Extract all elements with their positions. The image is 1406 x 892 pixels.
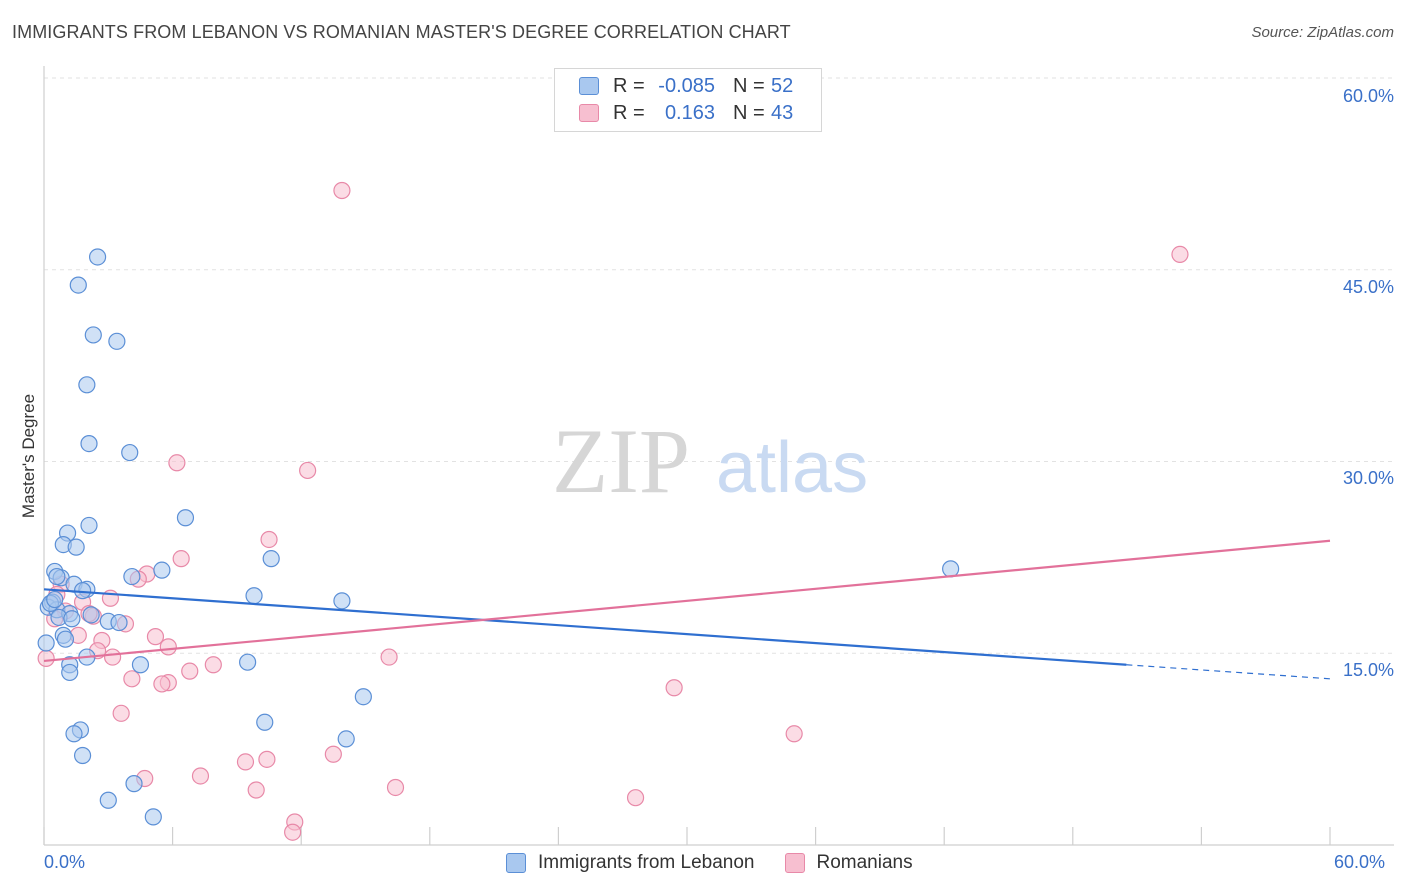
scatter-point: [123, 567, 141, 586]
r-value: 0.163: [664, 101, 715, 124]
scatter-point: [262, 550, 280, 568]
axes: [43, 66, 1394, 846]
watermark-atlas: atlas: [716, 428, 868, 508]
y-tick-label-60: 60.0%: [1342, 86, 1394, 106]
scatter-point: [144, 808, 162, 826]
scatter-point: [48, 567, 66, 586]
scatter-point: [354, 688, 372, 706]
legend-item-lebanon[interactable]: Immigrants from Lebanon: [506, 852, 755, 874]
scatter-point: [108, 332, 126, 350]
scatter-point: [63, 610, 81, 628]
scatter-point: [88, 248, 107, 266]
scatter-point: [46, 590, 64, 609]
r-label: R =: [613, 101, 645, 124]
scatter-point: [284, 823, 302, 841]
scatter-point: [247, 781, 265, 799]
r-value: -0.085: [658, 74, 715, 97]
scatter-point: [386, 778, 405, 797]
scatter-point: [785, 725, 803, 743]
n-value: 43: [771, 101, 794, 124]
scatter-point: [37, 649, 55, 667]
chart-title: IMMIGRANTS FROM LEBANON VS ROMANIAN MAST…: [12, 22, 791, 42]
n-label: N =: [733, 101, 765, 124]
trend-line-lebanon-extension: [1126, 664, 1331, 680]
legend-swatch-pink: [784, 853, 805, 873]
gridlines: [44, 77, 1394, 654]
scatter-point: [80, 435, 98, 453]
y-tick-label-30: 30.0%: [1342, 468, 1394, 488]
scatter-point: [256, 713, 274, 731]
scatter-point: [333, 181, 351, 200]
n-value: 52: [771, 74, 794, 97]
scatter-point: [191, 767, 210, 785]
scatter-point: [80, 516, 98, 535]
y-tick-label-15: 15.0%: [1342, 660, 1394, 680]
scatter-point: [56, 630, 75, 648]
scatter-point: [37, 634, 55, 652]
scatter-point: [84, 326, 102, 344]
scatter-point: [123, 670, 141, 688]
scatter-point: [131, 656, 150, 674]
scatter-point: [333, 592, 351, 610]
scatter-point: [168, 454, 186, 472]
scatter-point: [204, 656, 222, 674]
stats-legend: R = -0.085 N = 52 R = 0.163 N = 43: [554, 68, 822, 132]
scatter-point: [159, 638, 177, 656]
scatter-point: [236, 753, 255, 771]
scatter-point: [65, 725, 83, 743]
scatter-point: [69, 276, 87, 294]
scatter-point: [260, 530, 278, 549]
scatter-point: [103, 648, 122, 666]
scatter-point: [172, 550, 190, 568]
legend-swatch-blue: [579, 77, 599, 95]
series-lebanon: [37, 248, 960, 826]
scatter-point: [125, 775, 143, 793]
x-tick-label-min: 0.0%: [44, 852, 86, 872]
scatter-point: [942, 560, 960, 578]
scatter-point: [626, 789, 645, 807]
trend-lines: [43, 539, 1331, 680]
scatter-point: [239, 653, 257, 671]
scatter-point: [1171, 245, 1189, 264]
scatter-point: [324, 745, 342, 763]
scatter-point: [146, 628, 165, 646]
scatter-point: [82, 606, 100, 624]
n-label: N =: [733, 74, 765, 97]
scatter-point: [258, 750, 276, 768]
scatter-point: [61, 663, 79, 682]
scatter-point: [380, 648, 398, 666]
legend-item-romanians[interactable]: Romanians: [784, 852, 913, 874]
r-label: R =: [613, 74, 645, 97]
legend-swatch-blue: [506, 853, 526, 873]
scatter-point: [337, 730, 355, 748]
y-axis-label: Master's Degree: [19, 393, 38, 519]
scatter-point: [665, 679, 683, 697]
scatter-point: [99, 791, 117, 809]
legend-swatch-pink: [579, 104, 599, 122]
scatter-point: [299, 461, 317, 480]
trend-line-romanians: [43, 539, 1331, 663]
scatter-point: [73, 746, 92, 765]
legend-label-lebanon: Immigrants from Lebanon: [538, 852, 755, 873]
scatter-point: [181, 662, 199, 680]
y-tick-label-45: 45.0%: [1342, 277, 1394, 297]
scatter-point: [153, 675, 171, 693]
scatter-point: [78, 376, 96, 394]
source-credit: Source: ZipAtlas.com: [1251, 24, 1394, 41]
trend-line-lebanon: [43, 588, 1127, 666]
scatter-point: [112, 704, 130, 722]
scatter-point: [245, 587, 263, 605]
scatter-point: [67, 538, 85, 556]
series-legend: Immigrants from Lebanon Romanians: [506, 852, 943, 874]
scatter-point: [176, 509, 195, 527]
watermark-zip: ZIP: [552, 410, 690, 512]
x-tick-label-max: 60.0%: [1334, 852, 1386, 872]
stats-row-lebanon: R = -0.085 N = 52: [579, 73, 793, 99]
legend-label-romanians: Romanians: [816, 852, 913, 873]
scatter-point: [121, 443, 139, 462]
stats-row-romanians: R = 0.163 N = 43: [579, 100, 793, 126]
scatter-point: [110, 613, 128, 632]
scatter-point: [153, 561, 171, 579]
